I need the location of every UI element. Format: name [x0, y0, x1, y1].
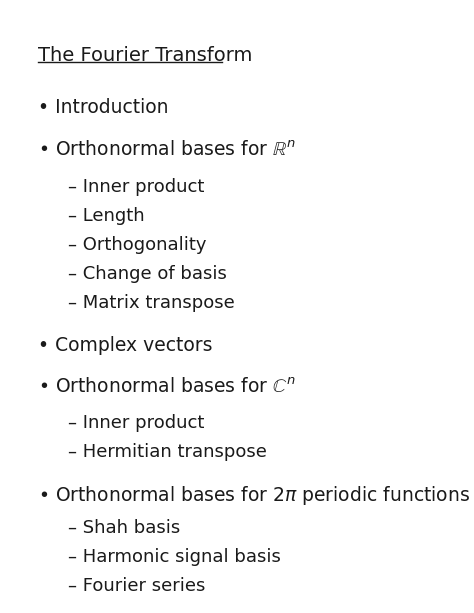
Text: – Inner product: – Inner product — [68, 414, 204, 432]
Text: – Length: – Length — [68, 207, 145, 225]
Text: • Introduction: • Introduction — [38, 98, 168, 117]
Text: – Matrix transpose: – Matrix transpose — [68, 294, 235, 312]
Text: – Hermitian transpose: – Hermitian transpose — [68, 443, 267, 461]
Text: – Orthogonality: – Orthogonality — [68, 236, 207, 254]
Text: • Orthonormal bases for $\mathbb{R}^n$: • Orthonormal bases for $\mathbb{R}^n$ — [38, 141, 296, 161]
Text: – Shah basis: – Shah basis — [68, 519, 180, 537]
Text: • Orthonormal bases for $\mathbb{C}^n$: • Orthonormal bases for $\mathbb{C}^n$ — [38, 378, 296, 397]
Text: – Change of basis: – Change of basis — [68, 265, 227, 283]
Text: • Orthonormal bases for $2\pi$ periodic functions: • Orthonormal bases for $2\pi$ periodic … — [38, 484, 470, 507]
Text: – Inner product: – Inner product — [68, 178, 204, 196]
Text: • Complex vectors: • Complex vectors — [38, 336, 212, 355]
Text: – Harmonic signal basis: – Harmonic signal basis — [68, 548, 281, 566]
Text: – Fourier series: – Fourier series — [68, 577, 205, 595]
Text: The Fourier Transform: The Fourier Transform — [38, 46, 252, 65]
